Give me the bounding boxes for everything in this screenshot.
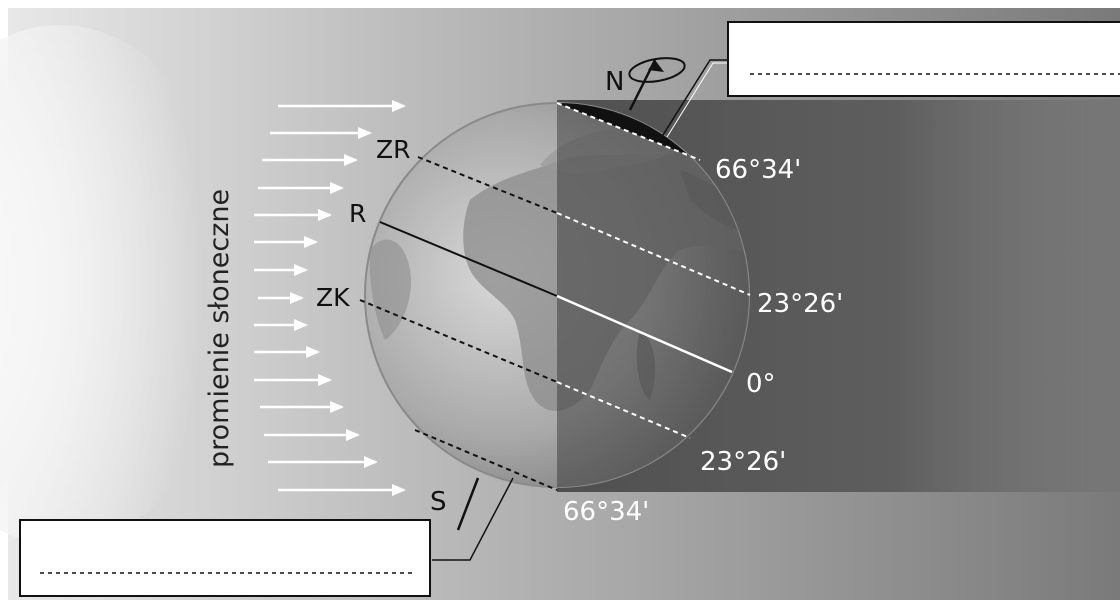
latitude-label-arctic: 66°34': [715, 155, 801, 185]
equator-line-day: [379, 221, 558, 297]
answer-box-top[interactable]: [727, 21, 1120, 97]
connector-bottom: [432, 477, 514, 561]
antarctic-circle-line: [414, 429, 558, 491]
answer-box-bottom[interactable]: [19, 519, 431, 597]
latitude-lines: [359, 102, 751, 491]
tropic-cancer-line-day: [417, 156, 558, 214]
tropic-capricorn-line-night: [556, 381, 691, 439]
latitude-label-equator: 0°: [746, 369, 776, 399]
latitude-label-tropic-south: 23°26': [700, 447, 786, 477]
north-pole-label: N: [605, 67, 624, 97]
south-pole-label: S: [430, 487, 447, 517]
rays-label: promienie słoneczne: [204, 189, 235, 468]
latitude-label-antarctic: 66°34': [563, 497, 649, 527]
arctic-circle-line: [556, 102, 701, 161]
arctic-circle-code-label: ZR: [376, 135, 411, 164]
latitude-label-tropic-north: 23°26': [757, 289, 843, 319]
tropic-capricorn-code-label: ZK: [316, 283, 350, 312]
sun-glow: [0, 25, 240, 545]
south-axis: [456, 477, 480, 531]
connector-top: [662, 59, 730, 136]
sun-rays: [254, 100, 406, 496]
tropic-cancer-code-label: R: [349, 199, 366, 228]
equator-line-night: [556, 294, 733, 374]
rotation-ellipse: [628, 57, 686, 83]
north-axis: [628, 57, 686, 111]
tropic-cancer-line-night: [556, 212, 751, 296]
connector-top-inner: [666, 62, 730, 138]
earth-globe: [364, 102, 750, 488]
